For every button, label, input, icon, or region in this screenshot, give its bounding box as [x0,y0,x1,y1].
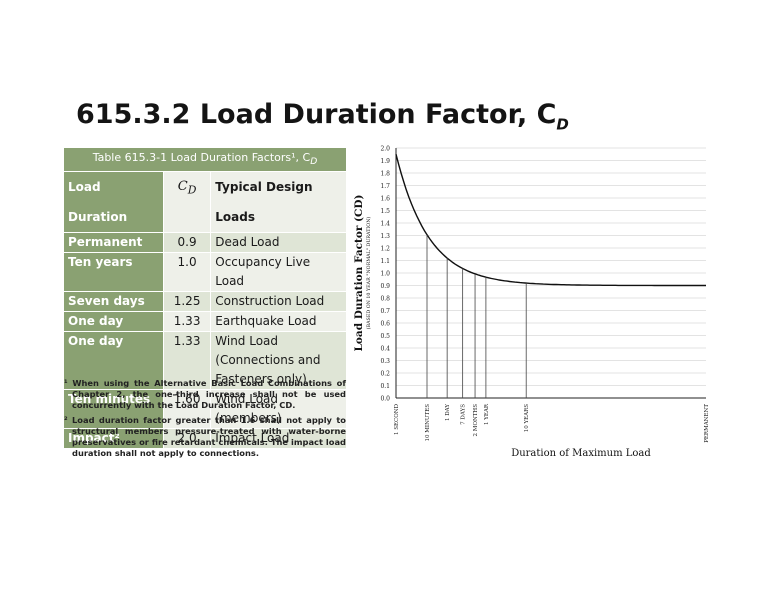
cell-duration: One day [64,311,164,333]
y-tick-label: 0.4 [380,346,390,353]
footnote-2: ² Load duration factor greater than 1.6 … [64,414,346,459]
table-row: Seven days 1.25 Construction Load [64,291,346,313]
y-tick-label: 1.2 [380,246,390,253]
table-row: One day 1.33 Earthquake Load [64,311,346,333]
header-cd: CD [163,171,212,234]
cell-loads: Construction Load [210,291,346,313]
x-tick-label: 10 MINUTES [425,404,431,442]
cell-loads: Occupancy Live Load [210,252,346,293]
table-row: Ten minutes 1.60 Wind Load (members) [64,389,346,430]
table-row: Permanent 0.9 Dead Load [64,232,346,254]
cell-duration: Seven days [64,291,164,313]
y-tick-label: 1.3 [380,233,390,240]
series-line [395,154,706,287]
cell-loads: Wind Load (Connections and Fasteners onl… [210,331,346,391]
cell-cd: 1.33 [163,311,212,333]
y-tick-label: 0.3 [380,358,390,365]
table-body: Permanent 0.9 Dead Load Ten years 1.0 Occupan… [64,232,346,450]
y-tick-label: 1.5 [380,208,390,215]
y-tick-label: 1.0 [380,271,390,278]
cell-cd: 2.0 [163,428,212,450]
x-axis-title: Duration of Maximum Load [511,448,651,459]
cell-duration: Ten minutes [64,389,164,430]
y-tick-label: 1.1 [380,258,390,265]
header-typical-design-loads: Typical Design Loads [210,171,346,234]
y-tick-label: 1.4 [380,221,390,228]
x-tick-label: 2 MONTHS [473,404,479,437]
table-caption-row: Table 615.3-1 Load Duration Factors¹, CD [64,148,346,173]
y-axis-subtitle: (BASED ON 10 YEAR "NORMAL" DURATION) [365,217,372,330]
cell-loads: Earthquake Load [210,311,346,333]
y-tick-label: 0.0 [380,396,390,403]
cell-cd: 1.60 [163,389,212,430]
page-title: 615.3.2 Load Duration Factor, CD [76,99,569,134]
load-duration-table: Table 615.3-1 Load Duration Factors¹, CD… [64,148,346,450]
y-tick-label: 0.7 [380,308,390,315]
cell-loads: Impact Load [210,428,346,450]
chart-svg: 0.0 0.1 0.2 0.3 0.4 0.5 0.6 0.7 0.8 0.9 1.0 1.1 1.2 1… [353,146,710,460]
x-tick-label: 1 SECOND [394,403,400,435]
cell-loads: Dead Load [210,232,346,254]
y-tick-label: 1.6 [380,196,390,203]
table-caption: Table 615.3-1 Load Duration Factors¹, CD [64,148,346,173]
y-tick-label: 2.0 [380,146,390,153]
y-tick-label: 0.6 [380,321,390,328]
cell-duration: Permanent [64,232,164,254]
x-tick-label: 1 YEAR [484,403,490,425]
table-notes: ¹ When using the Alternative Basic Load … [64,378,346,462]
cell-cd: 1.0 [163,252,212,293]
y-axis-title: Load Duration Factor (CD) [353,195,365,352]
y-tick-label: 0.8 [380,296,390,303]
table-header-row: Load Duration CD Typical Design Loads [64,171,346,234]
cell-loads: Wind Load (members) [210,389,346,430]
footnote-1: ¹ When using the Alternative Basic Load … [64,378,346,411]
table-row: Ten years 1.0 Occupancy Live Load [64,252,346,293]
x-tick-label: 7 DAYS [461,404,467,425]
cell-duration: Ten years [64,252,164,293]
y-tick-label: 1.8 [380,171,390,178]
table-row: One day 1.33 Wind Load (Connections and Fa… [64,331,346,391]
x-tick-label: 10 YEARS [524,404,530,433]
cell-duration: Impact² [64,428,164,450]
y-tick-label: 0.2 [380,371,390,378]
header-load-duration: Load Duration [64,171,164,234]
y-tick-label: 0.9 [380,283,390,290]
x-tick-label: 1 DAY [445,404,451,421]
y-tick-label: 1.7 [380,183,390,190]
load-duration-chart: 0.0 0.1 0.2 0.3 0.4 0.5 0.6 0.7 0.8 0.9 1.0 1.1 1.2 1… [348,138,714,470]
y-tick-label: 0.1 [380,383,390,390]
cell-cd: 1.33 [163,331,212,391]
y-tick-label: 1.9 [380,158,390,165]
cell-duration: One day [64,331,164,391]
table-row: Impact² 2.0 Impact Load [64,428,346,450]
cell-cd: 0.9 [163,232,212,254]
cell-cd: 1.25 [163,291,212,313]
y-tick-label: 0.5 [380,333,390,340]
x-tick-label: PERMANENT [704,404,710,443]
